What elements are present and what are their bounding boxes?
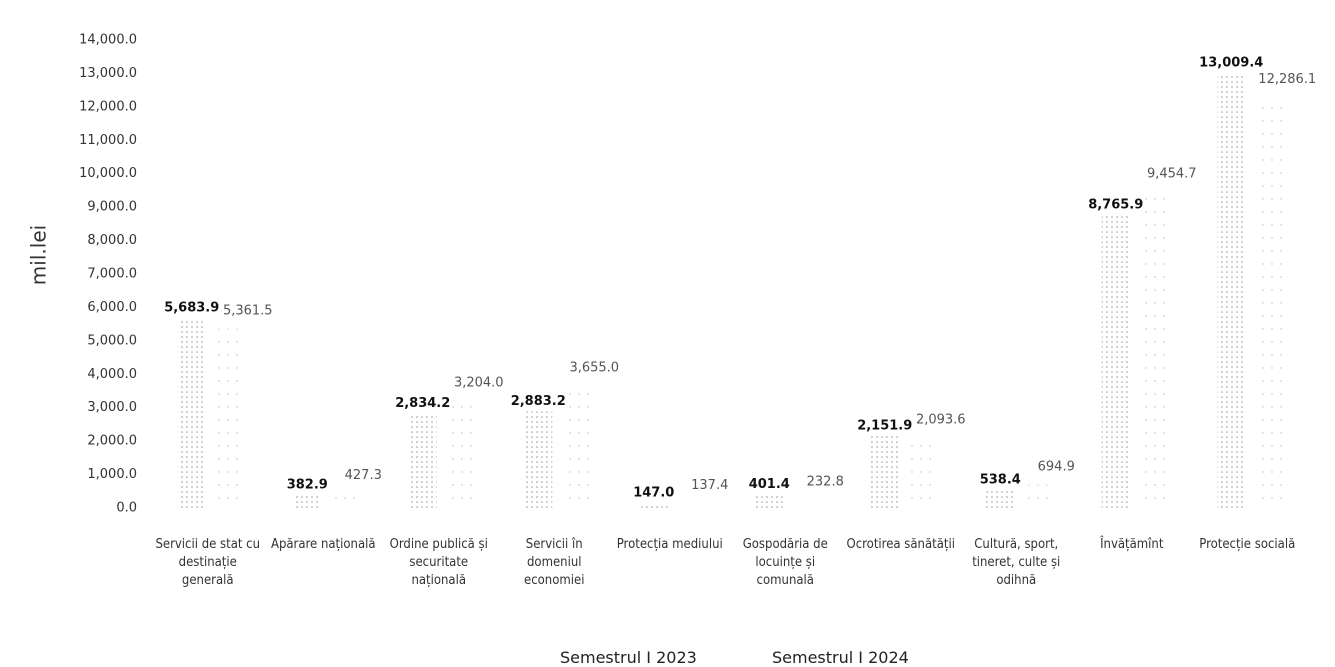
bar xyxy=(524,411,553,508)
value-label: 137.4 xyxy=(691,478,728,493)
x-tick-label: Cultură, sport, tineret, culte și odihnă xyxy=(972,537,1061,588)
value-label: 2,151.9 xyxy=(857,419,912,434)
bar xyxy=(1255,97,1284,509)
x-tick-label: Gospodăria de locuințe și comunală xyxy=(742,537,828,588)
y-tick-label: 2,000.0 xyxy=(87,434,137,449)
bar xyxy=(446,400,475,508)
y-tick-label: 10,000.0 xyxy=(79,166,137,181)
value-label: 13,009.4 xyxy=(1199,56,1263,71)
x-tick-label: Servicii în domeniul economiei xyxy=(524,537,585,588)
y-tick-label: 7,000.0 xyxy=(87,267,137,282)
value-label: 8,765.9 xyxy=(1088,197,1143,212)
x-tick-label: Servicii de stat cu destinație generală xyxy=(155,537,261,588)
y-tick-label: 11,000.0 xyxy=(79,133,137,148)
value-label: 3,204.0 xyxy=(454,375,504,390)
value-label: 3,655.0 xyxy=(569,360,619,375)
bar xyxy=(755,494,784,508)
value-label: 5,683.9 xyxy=(164,300,219,315)
value-label: 2,834.2 xyxy=(395,396,450,411)
legend-entry: Semestrul I 2024 xyxy=(772,648,909,667)
value-label: 2,883.2 xyxy=(511,394,566,409)
bar xyxy=(1101,214,1130,508)
bar xyxy=(177,317,206,508)
value-label: 9,454.7 xyxy=(1147,166,1197,181)
value-label: 2,093.6 xyxy=(916,413,966,428)
y-tick-label: 3,000.0 xyxy=(87,400,137,415)
y-tick-label: 9,000.0 xyxy=(87,200,137,215)
x-tick-label: Protecție socială xyxy=(1199,537,1296,552)
y-tick-label: 0.0 xyxy=(116,501,137,516)
value-label: 401.4 xyxy=(749,477,790,492)
bar xyxy=(331,493,360,508)
y-tick-label: 4,000.0 xyxy=(87,367,137,382)
y-tick-label: 14,000.0 xyxy=(79,33,137,48)
bar xyxy=(408,413,437,508)
bar xyxy=(639,503,668,508)
x-tick-label: Ordine publică și securitate națională xyxy=(389,537,488,588)
y-tick-label: 6,000.0 xyxy=(87,300,137,315)
legend-entry: Semestrul I 2023 xyxy=(560,648,697,667)
x-tick-label: Ocrotirea sănătății xyxy=(846,537,955,552)
y-tick-label: 1,000.0 xyxy=(87,467,137,482)
bar xyxy=(562,385,591,508)
x-tick-label: Învățămînt xyxy=(1100,537,1164,552)
y-tick-label: 12,000.0 xyxy=(79,99,137,114)
bar xyxy=(908,438,937,508)
x-tick-label: Protecția mediului xyxy=(616,537,723,552)
value-label: 147.0 xyxy=(633,486,674,501)
y-tick-label: 8,000.0 xyxy=(87,233,137,248)
value-label: 5,361.5 xyxy=(223,303,273,318)
y-tick-label: 5,000.0 xyxy=(87,333,137,348)
bar xyxy=(793,500,822,508)
bar xyxy=(677,503,706,508)
value-label: 427.3 xyxy=(345,468,382,483)
bar xyxy=(1024,484,1053,508)
bar xyxy=(215,328,244,508)
y-axis-label: mil.lei xyxy=(27,225,51,285)
bar xyxy=(1139,191,1168,509)
bar xyxy=(293,495,322,508)
value-label: 538.4 xyxy=(980,473,1021,488)
value-label: 232.8 xyxy=(807,475,844,490)
y-tick-label: 13,000.0 xyxy=(79,66,137,81)
bar xyxy=(1217,73,1246,508)
value-label: 694.9 xyxy=(1038,459,1075,474)
bar xyxy=(870,436,899,508)
value-label: 12,286.1 xyxy=(1258,72,1316,87)
x-tick-label: Apărare națională xyxy=(270,537,376,552)
value-label: 382.9 xyxy=(287,478,328,493)
bar xyxy=(986,490,1015,508)
